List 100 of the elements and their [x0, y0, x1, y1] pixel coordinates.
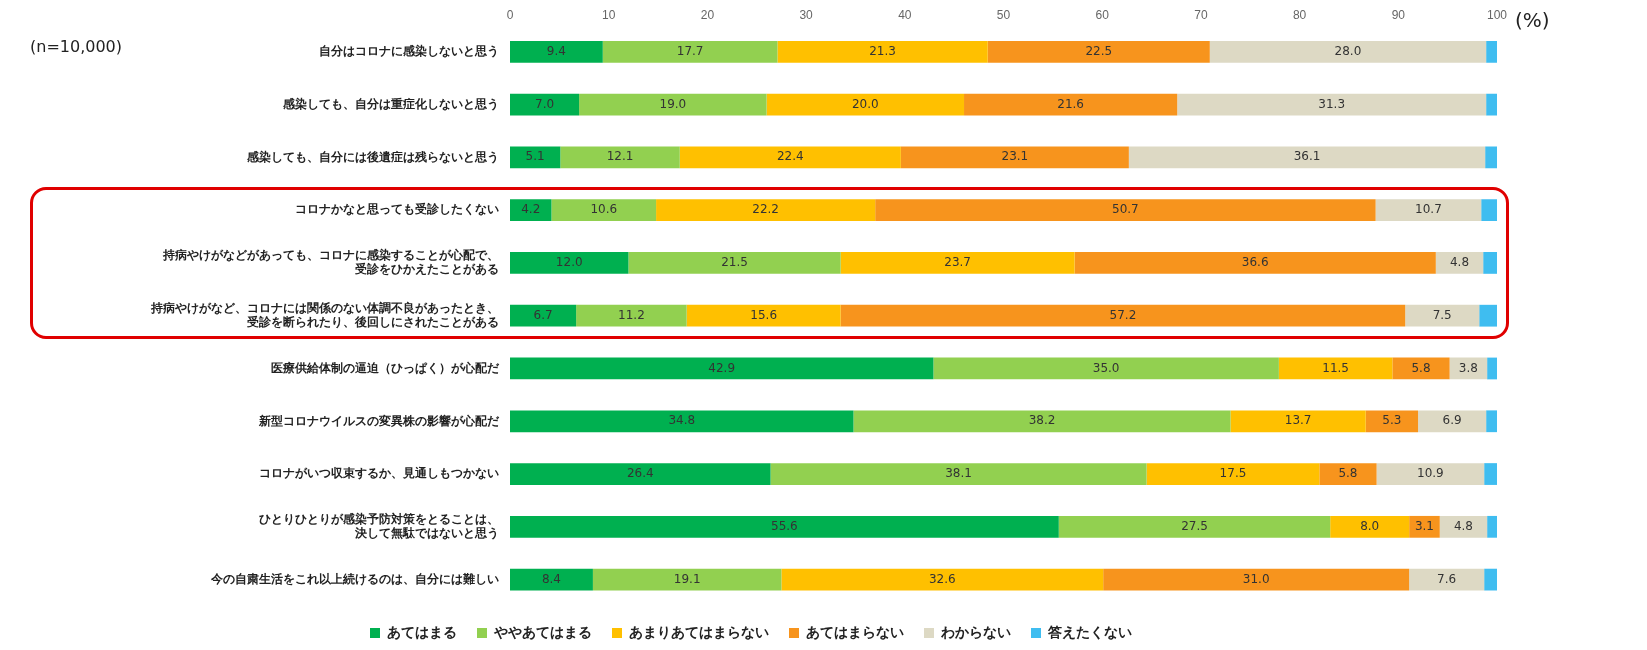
- data-label: 31.0: [1242, 571, 1270, 586]
- data-label: 22.4: [776, 149, 804, 164]
- data-label: 22.2: [752, 202, 779, 217]
- bar: [1418, 410, 1487, 433]
- bar: [1376, 463, 1485, 485]
- data-label: 34.8: [668, 413, 696, 428]
- bar: [1330, 515, 1410, 538]
- bar: [1486, 410, 1497, 433]
- bar: [1409, 568, 1485, 591]
- bar: [656, 199, 876, 222]
- data-label: 7.5: [1432, 307, 1452, 322]
- bar: [777, 40, 988, 63]
- bar: [1481, 199, 1497, 222]
- bar: [510, 515, 1059, 538]
- y-tick-label: 持病やけがなどがあっても、コロナに感染することが心配で、受診をひかえたことがある: [162, 248, 499, 277]
- bar: [900, 146, 1129, 169]
- bar: [579, 93, 767, 116]
- bar: [1439, 515, 1488, 538]
- data-label: 9.4: [546, 43, 566, 58]
- x-tick-label: 10: [602, 7, 616, 22]
- data-label: 42.9: [708, 360, 736, 375]
- bar: [1405, 304, 1480, 327]
- bar: [510, 93, 580, 116]
- x-tick-label: 60: [1095, 7, 1110, 22]
- text: (n=10,000): [30, 37, 123, 57]
- bar: [1319, 463, 1377, 485]
- data-label: 57.2: [1109, 307, 1137, 322]
- y-tick-label: 感染しても、自分は重症化しないと思う: [282, 96, 499, 111]
- x-tick-label: 70: [1194, 7, 1208, 22]
- bar: [510, 146, 561, 169]
- bar: [510, 463, 771, 485]
- bar: [1483, 252, 1497, 274]
- bar: [987, 40, 1210, 63]
- data-label: 12.1: [606, 149, 634, 164]
- bar: [766, 93, 965, 116]
- data-label: 5.3: [1382, 413, 1402, 428]
- data-label: 4.8: [1453, 518, 1473, 533]
- data-label: 3.8: [1458, 360, 1478, 375]
- legend-label: わからない: [940, 623, 1011, 640]
- bar: [1409, 515, 1440, 538]
- bar: [510, 304, 577, 327]
- bar: [964, 93, 1178, 116]
- data-label: 7.0: [535, 96, 555, 111]
- data-label: 7.6: [1437, 571, 1457, 586]
- data-label: 19.0: [659, 96, 687, 111]
- data-label: 5.8: [1338, 466, 1358, 481]
- data-label: 8.0: [1360, 518, 1380, 533]
- data-label: 28.0: [1334, 43, 1362, 58]
- y-tick-label: コロナがいつ収束するか、見通しもつかない: [259, 466, 499, 481]
- bar: [1486, 93, 1497, 116]
- data-label: 38.2: [1028, 413, 1056, 428]
- data-label: 38.1: [945, 466, 972, 481]
- data-label: 6.9: [1442, 413, 1462, 428]
- legend-label: ややあてはまる: [493, 623, 592, 640]
- bar: [875, 199, 1376, 222]
- bar: [1209, 40, 1487, 63]
- data-label: 36.6: [1241, 255, 1269, 270]
- x-tick-label: 40: [898, 7, 912, 22]
- data-label: 22.5: [1085, 43, 1113, 58]
- x-tick-label: 30: [799, 7, 814, 22]
- data-label: 5.8: [1411, 360, 1431, 375]
- data-label: 10.9: [1417, 466, 1444, 481]
- y-tick-label: 感染しても、自分には後遺症は残らないと思う: [246, 149, 499, 164]
- bar: [1375, 199, 1482, 222]
- data-label: 15.6: [750, 307, 778, 322]
- bar: [770, 463, 1147, 485]
- data-label: 11.5: [1322, 360, 1349, 375]
- bar: [576, 304, 687, 327]
- x-axis-title: (%): [1515, 8, 1550, 33]
- bar: [1435, 252, 1484, 274]
- x-tick-label: 0: [506, 7, 514, 22]
- x-tick-label: 80: [1292, 7, 1307, 22]
- data-label: 21.3: [869, 43, 896, 58]
- data-label: 55.6: [771, 518, 798, 533]
- y-tick-label: 今の自粛生活をこれ以上続けるのは、自分には難しい: [210, 571, 499, 586]
- bar: [510, 410, 854, 433]
- data-label: 4.2: [521, 202, 541, 217]
- bar: [679, 146, 901, 169]
- data-label: 21.5: [721, 255, 748, 270]
- data-label: 36.1: [1293, 149, 1321, 164]
- bar: [933, 357, 1279, 380]
- y-tick-label: 持病やけがなど、コロナには関係のない体調不良があったとき、受診を断られたり、後回しにされたことがある: [150, 300, 499, 330]
- bar: [1128, 146, 1486, 169]
- data-label: 10.6: [590, 202, 618, 217]
- bar: [1392, 357, 1450, 380]
- data-label: 26.4: [626, 466, 654, 481]
- bar: [1103, 568, 1410, 591]
- x-tick-label: 90: [1391, 7, 1406, 22]
- data-label: 17.5: [1219, 466, 1247, 481]
- bar: [1487, 357, 1497, 380]
- bar: [1484, 568, 1497, 591]
- bar: [1479, 304, 1497, 327]
- bar: [1487, 515, 1497, 538]
- bar: [1230, 410, 1366, 433]
- legend-label: あてはまる: [387, 623, 457, 640]
- data-label: 23.7: [944, 255, 971, 270]
- data-label: 23.1: [1001, 149, 1029, 164]
- bar: [1484, 463, 1497, 485]
- y-tick-label: 新型コロナウイルスの変異株の影響が心配だ: [258, 413, 500, 428]
- data-label: 31.3: [1318, 96, 1346, 111]
